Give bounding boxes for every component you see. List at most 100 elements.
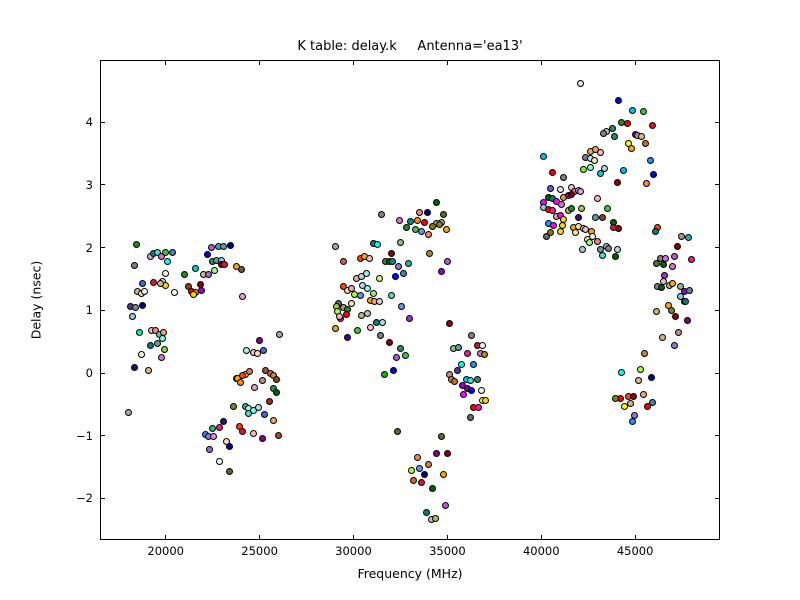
scatter-point <box>395 262 403 270</box>
scatter-point <box>686 287 694 295</box>
scatter-point <box>640 390 648 398</box>
scatter-point <box>160 346 168 354</box>
scatter-point <box>630 393 638 401</box>
scatter-point <box>617 368 625 376</box>
scatter-point <box>216 458 224 466</box>
y-tick-label: 3 <box>85 177 93 192</box>
scatter-point <box>428 485 436 493</box>
scatter-point <box>145 366 152 374</box>
y-tick-mark-right <box>715 435 720 437</box>
y-tick-label: −1 <box>76 428 93 443</box>
scatter-point <box>615 225 623 233</box>
scatter-point <box>226 467 234 475</box>
y-tick-label: 0 <box>85 366 93 381</box>
scatter-point <box>208 425 216 433</box>
scatter-point <box>397 239 405 247</box>
y-axis-label: Delay (nsec) <box>28 260 44 340</box>
scatter-point <box>639 107 647 115</box>
scatter-point <box>150 278 158 286</box>
scatter-point <box>442 225 450 233</box>
scatter-point <box>439 470 447 478</box>
scatter-point <box>153 248 161 256</box>
scatter-point <box>669 262 677 270</box>
scatter-point <box>347 299 355 307</box>
scatter-point <box>437 433 445 441</box>
scatter-point <box>401 352 409 360</box>
scatter-point <box>220 418 228 426</box>
scatter-point <box>577 204 585 212</box>
scatter-point <box>568 191 576 199</box>
scatter-point <box>415 208 423 216</box>
scatter-point <box>580 166 588 174</box>
scatter-point <box>273 376 281 384</box>
scatter-point <box>206 445 214 453</box>
scatter-point <box>125 408 133 416</box>
x-tick-label: 35000 <box>429 544 466 558</box>
scatter-point <box>135 329 143 337</box>
scatter-point <box>342 310 350 318</box>
scatter-point <box>273 388 281 396</box>
scatter-point <box>547 229 555 237</box>
y-tick-label: 1 <box>85 303 93 318</box>
scatter-point <box>615 96 623 104</box>
scatter-point <box>549 168 557 176</box>
scatter-point <box>269 384 277 392</box>
x-tick-mark-top <box>259 60 261 65</box>
scatter-point <box>138 301 146 309</box>
scatter-point <box>413 216 421 224</box>
scatter-point <box>364 285 372 293</box>
scatter-point <box>197 286 205 294</box>
y-tick-mark <box>100 184 105 186</box>
scatter-point <box>604 204 612 212</box>
scatter-point <box>463 350 471 358</box>
scatter-point <box>274 432 282 440</box>
scatter-point <box>151 326 159 334</box>
scatter-point <box>619 167 627 175</box>
x-tick-mark-top <box>352 60 354 65</box>
scatter-point <box>439 210 447 218</box>
scatter-point <box>482 396 490 404</box>
scatter-point <box>597 169 605 177</box>
chart-title: K table: delay.k Antenna='ea13' <box>297 39 523 54</box>
scatter-point <box>131 262 139 270</box>
scatter-point <box>558 200 566 208</box>
scatter-point <box>356 292 364 300</box>
scatter-point <box>358 273 366 281</box>
scatter-point <box>579 246 587 254</box>
scatter-point <box>658 284 666 292</box>
scatter-point <box>433 449 441 457</box>
scatter-point <box>594 194 602 202</box>
scatter-point <box>623 120 631 128</box>
scatter-point <box>373 240 381 248</box>
scatter-point <box>389 366 397 374</box>
scatter-point <box>425 460 433 468</box>
scatter-point <box>660 260 668 268</box>
scatter-point <box>450 378 458 386</box>
scatter-point <box>190 290 198 298</box>
scatter-point <box>406 217 414 225</box>
scatter-point <box>405 259 413 267</box>
scatter-point <box>466 413 474 421</box>
scatter-point <box>270 416 278 424</box>
x-tick-mark <box>634 535 636 540</box>
scatter-point <box>646 157 654 165</box>
scatter-point <box>379 318 387 326</box>
scatter-point <box>205 270 213 278</box>
scatter-point <box>608 125 616 133</box>
y-tick-mark <box>100 372 105 374</box>
scatter-point <box>424 230 432 238</box>
scatter-point <box>474 375 482 383</box>
scatter-point <box>682 297 690 305</box>
scatter-point <box>540 152 548 160</box>
scatter-point <box>629 107 637 115</box>
scatter-point <box>671 253 679 261</box>
scatter-point <box>444 258 452 266</box>
scatter-point <box>591 156 599 164</box>
scatter-point <box>239 292 247 300</box>
scatter-point <box>406 315 414 323</box>
y-tick-mark-right <box>715 184 720 186</box>
scatter-point <box>421 218 429 226</box>
scatter-point <box>594 237 602 245</box>
y-tick-label: 4 <box>85 115 93 130</box>
scatter-point <box>250 384 258 392</box>
